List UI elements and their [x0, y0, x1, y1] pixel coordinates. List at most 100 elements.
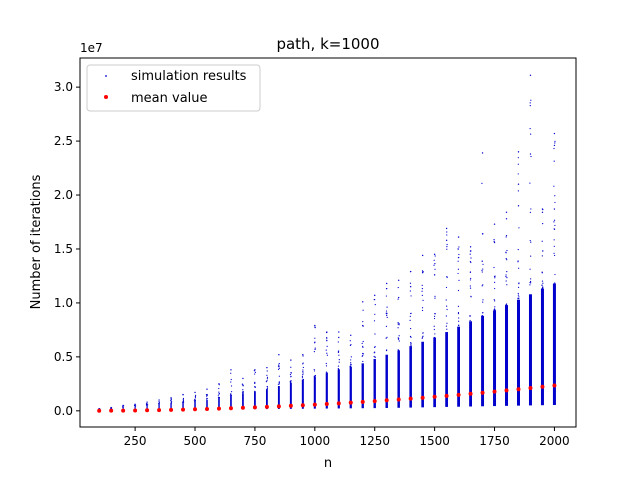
simulation-point — [409, 327, 412, 330]
simulation-point — [277, 368, 280, 370]
x-tick-label: 2000 — [539, 434, 570, 448]
simulation-point — [337, 365, 340, 367]
simulation-point — [553, 219, 556, 221]
simulation-point — [314, 326, 316, 328]
simulation-point — [301, 377, 304, 379]
simulation-point — [434, 295, 436, 297]
simulation-point — [302, 355, 304, 357]
simulation-point — [410, 342, 412, 344]
simulation-point — [326, 331, 328, 333]
simulation-point — [385, 310, 388, 312]
mean-point — [300, 403, 305, 408]
y-tick-label: 2.0 — [54, 188, 73, 202]
simulation-point — [554, 254, 556, 257]
simulation-point — [410, 295, 412, 297]
simulation-point — [446, 234, 448, 236]
chart-title: path, k=1000 — [276, 35, 379, 53]
mean-point — [252, 405, 257, 410]
simulation-point — [397, 286, 399, 289]
simulation-point — [554, 273, 556, 276]
simulation-point — [446, 276, 448, 279]
mean-point — [432, 394, 437, 399]
simulation-point — [422, 299, 424, 301]
simulation-point — [397, 321, 399, 324]
simulation-point — [505, 280, 507, 282]
simulation-point — [229, 394, 232, 396]
mean-point — [528, 386, 533, 391]
simulation-point — [350, 363, 352, 365]
simulation-point — [446, 322, 448, 324]
simulation-point — [290, 372, 292, 374]
simulation-point — [494, 287, 496, 290]
simulation-point — [338, 336, 340, 339]
simulation-point — [397, 298, 399, 300]
simulation-point — [529, 74, 532, 76]
simulation-point — [146, 401, 148, 403]
mean-point — [157, 408, 162, 413]
simulation-column — [349, 366, 352, 409]
simulation-point — [553, 185, 555, 187]
simulation-point — [529, 127, 531, 130]
simulation-point — [494, 309, 496, 311]
simulation-point — [254, 381, 256, 384]
simulation-point — [386, 316, 388, 318]
simulation-point — [278, 383, 280, 385]
simulation-column — [516, 299, 520, 406]
simulation-column — [385, 354, 388, 409]
y-tick-label: 0.5 — [54, 350, 73, 364]
simulation-point — [433, 274, 436, 276]
simulation-point — [386, 282, 388, 285]
simulation-point — [530, 133, 532, 135]
simulation-point — [481, 271, 483, 273]
simulation-point — [313, 368, 315, 371]
simulation-point — [325, 371, 327, 373]
simulation-point — [409, 290, 411, 292]
simulation-point — [374, 313, 376, 315]
simulation-point — [146, 404, 148, 406]
simulation-point — [302, 378, 305, 381]
simulation-point — [349, 365, 352, 367]
simulation-point — [505, 251, 507, 253]
simulation-point — [517, 248, 519, 251]
y-tick-label: 1.5 — [54, 242, 73, 256]
simulation-point — [530, 255, 532, 257]
simulation-point — [302, 362, 304, 364]
mean-point — [145, 408, 150, 413]
simulation-point — [230, 393, 232, 395]
simulation-point — [469, 287, 472, 289]
simulation-column — [254, 391, 256, 410]
simulation-point — [290, 382, 292, 384]
simulation-point — [553, 228, 556, 231]
simulation-column — [505, 305, 509, 406]
simulation-point — [469, 250, 472, 252]
simulation-point — [338, 354, 340, 356]
simulation-column — [206, 400, 208, 410]
y-tick-label: 0.0 — [54, 404, 73, 418]
simulation-point — [397, 338, 400, 340]
simulation-point — [481, 233, 484, 235]
simulation-point — [481, 152, 484, 154]
simulation-point — [230, 394, 233, 396]
x-tick-label: 750 — [243, 434, 266, 448]
simulation-point — [505, 211, 508, 213]
simulation-point — [529, 268, 531, 270]
simulation-point — [457, 272, 459, 275]
simulation-point — [110, 406, 112, 409]
simulation-point — [194, 395, 197, 398]
simulation-point — [289, 381, 291, 383]
simulation-point — [434, 315, 436, 317]
mean-point — [516, 387, 521, 392]
simulation-point — [446, 275, 448, 278]
simulation-point — [445, 325, 448, 327]
simulation-point — [266, 378, 268, 380]
simulation-point — [446, 243, 448, 246]
mean-point — [468, 391, 473, 396]
simulation-point — [217, 395, 219, 397]
simulation-point — [385, 295, 387, 297]
simulation-point — [517, 205, 520, 207]
simulation-column — [289, 382, 292, 409]
simulation-point — [134, 405, 136, 407]
simulation-point — [541, 284, 543, 286]
mean-point — [336, 401, 341, 406]
simulation-point — [158, 403, 160, 405]
